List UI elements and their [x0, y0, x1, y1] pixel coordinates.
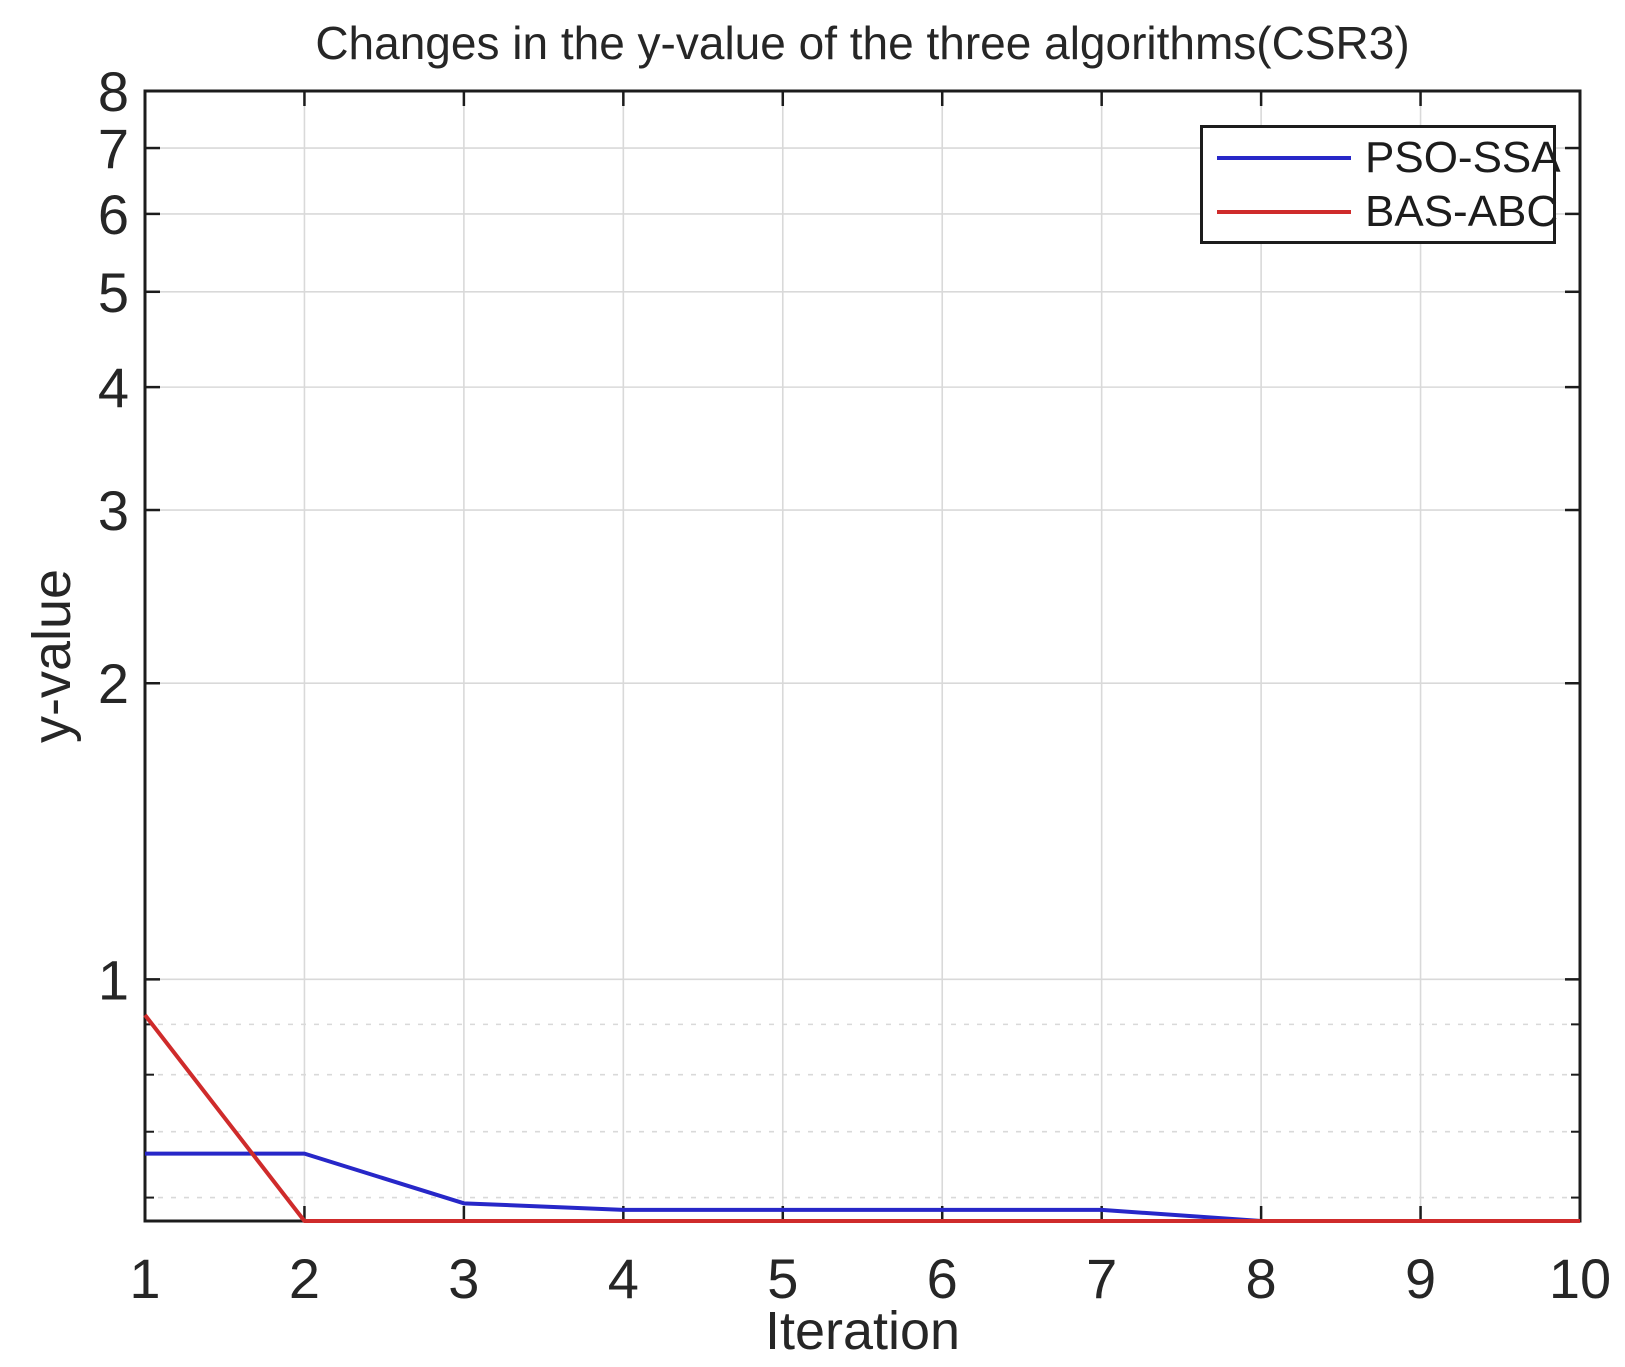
y-axis-label: y-value	[22, 568, 82, 744]
chart-title: Changes in the y-value of the three algo…	[315, 17, 1410, 69]
x-tick-label: 6	[927, 1247, 958, 1310]
x-tick-label: 9	[1405, 1247, 1436, 1310]
x-tick-label: 7	[1086, 1247, 1117, 1310]
legend-label-bas-abc: BAS-ABC	[1365, 186, 1559, 236]
x-axis-label: Iteration	[764, 1301, 961, 1361]
series-line-pso-ssa	[145, 1151, 1580, 1223]
x-tick-label: 8	[1246, 1247, 1277, 1310]
y-tick-label: 3	[98, 479, 129, 542]
x-tick-label: 1	[129, 1247, 160, 1310]
y-tick-label: 1	[98, 948, 129, 1011]
y-tick-label: 2	[98, 652, 129, 715]
legend-item-pso-ssa: PSO-SSA	[1203, 133, 1561, 182]
y-tick-label: 6	[98, 183, 129, 246]
y-tick-label: 7	[98, 117, 129, 180]
bas-abc-line-swatch	[1217, 209, 1351, 214]
x-tick-label: 5	[767, 1247, 798, 1310]
y-tick-label: 4	[98, 356, 129, 419]
pso-ssa-line-swatch	[1217, 155, 1351, 160]
y-tick-label: 5	[98, 261, 129, 324]
x-tick-label: 2	[289, 1247, 320, 1310]
series-line-bas-abc	[143, 1013, 1580, 1223]
legend: PSO-SSA BAS-ABC	[1200, 125, 1561, 244]
x-tick-label: 4	[608, 1247, 639, 1310]
legend-item-bas-abc: BAS-ABC	[1203, 187, 1558, 236]
x-tick-label: 10	[1549, 1247, 1611, 1310]
y-tick-label: 8	[98, 60, 129, 123]
axes-box	[143, 89, 1582, 1223]
legend-label-pso-ssa: PSO-SSA	[1365, 132, 1561, 182]
x-tick-label: 3	[448, 1247, 479, 1310]
